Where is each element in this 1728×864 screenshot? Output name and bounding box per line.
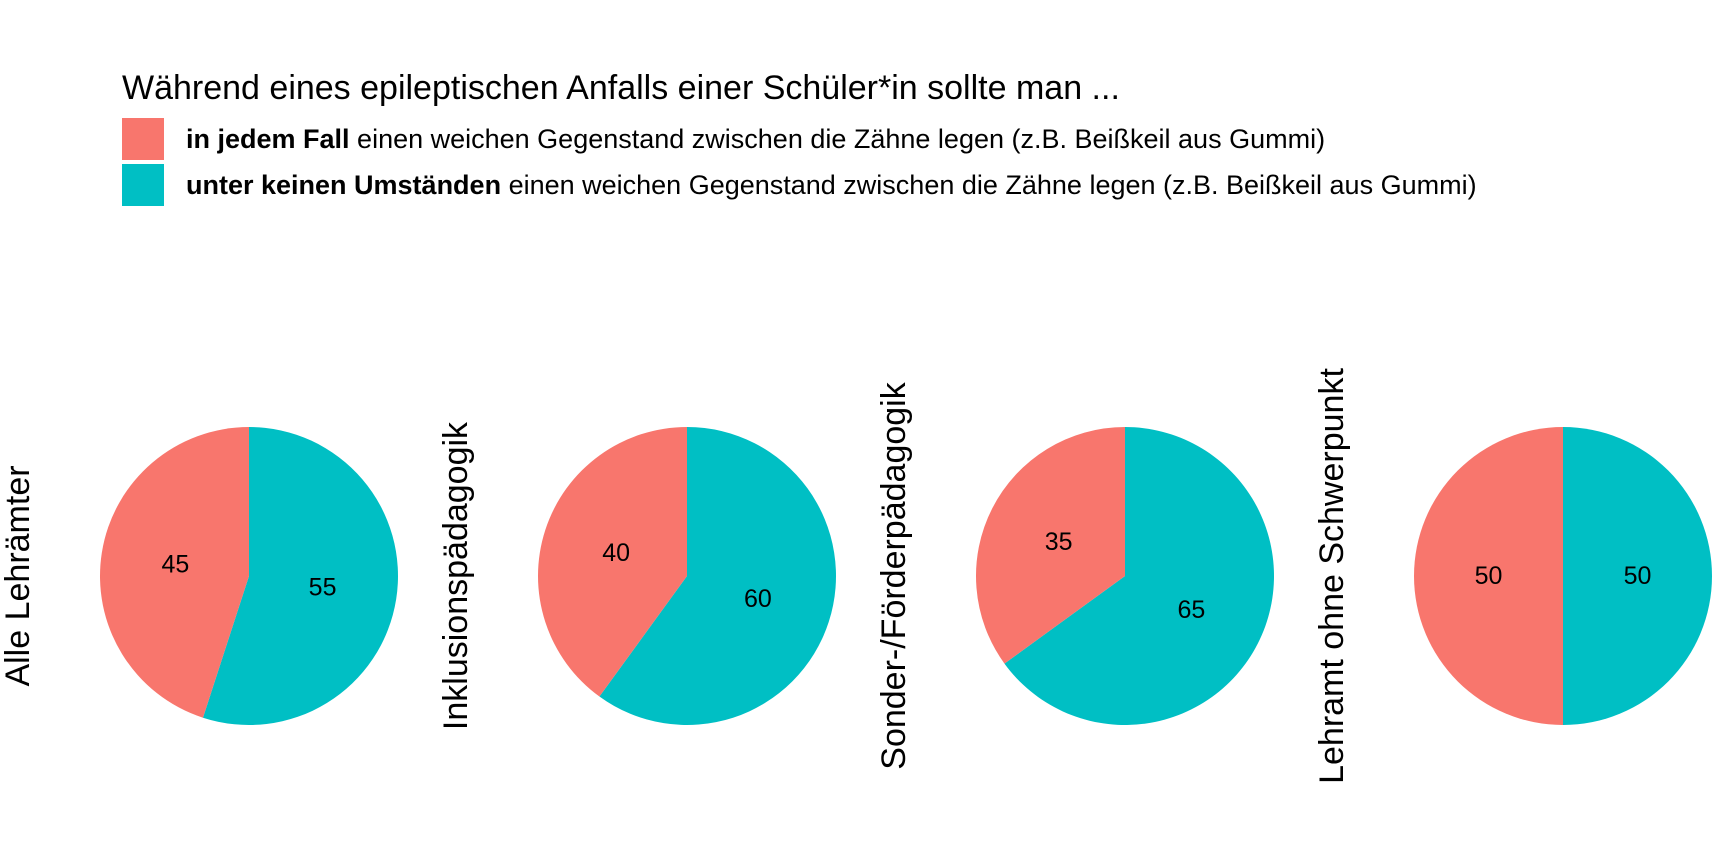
- pie-group-label: Inklusionspädagogik: [437, 421, 475, 730]
- pie-slice-unter-keinen-umstaenden: [202, 427, 398, 725]
- legend-item-bold: unter keinen Umständen: [186, 169, 502, 200]
- pie-value-label-unter-keinen-umstaenden: 60: [744, 585, 772, 613]
- pie-slice-unter-keinen-umstaenden: [1004, 427, 1275, 726]
- pie-value-label-in-jedem-fall: 35: [1045, 528, 1073, 556]
- pie-group-label: Lehramt ohne Schwerpunkt: [1313, 368, 1351, 784]
- pie-slice-unter-keinen-umstaenden: [599, 427, 836, 725]
- pie-slice-in-jedem-fall: [1414, 427, 1563, 725]
- legend-item-unter-keinen-umstaenden: unter keinen Umständen einen weichen Geg…: [122, 162, 1477, 208]
- legend-item-label: einen weichen Gegenstand zwischen die Zä…: [501, 169, 1477, 200]
- legend: Während eines epileptischen Anfalls eine…: [122, 68, 1477, 208]
- legend-item-label: einen weichen Gegenstand zwischen die Zä…: [349, 123, 1326, 154]
- pie-group-label: Sonder-/Förderpädagogik: [875, 381, 913, 769]
- pie-slice-in-jedem-fall: [100, 427, 249, 718]
- legend-item-bold: in jedem Fall: [186, 123, 350, 154]
- pie-slice-in-jedem-fall: [976, 427, 1125, 664]
- pie-value-label-in-jedem-fall: 50: [1475, 562, 1503, 590]
- pie-2: 40 60 Inklusionspädagogik: [437, 421, 836, 730]
- legend-swatch: [122, 118, 164, 160]
- legend-item-in-jedem-fall: in jedem Fall einen weichen Gegenstand z…: [122, 116, 1477, 162]
- pie-group-label: Alle Lehrämter: [0, 465, 37, 686]
- pie-slice-unter-keinen-umstaenden: [1563, 427, 1712, 725]
- legend-title: Während eines epileptischen Anfalls eine…: [122, 69, 1120, 107]
- pie-1: 45 55 Alle Lehrämter: [0, 427, 398, 725]
- pie-value-label-unter-keinen-umstaenden: 50: [1624, 562, 1652, 590]
- pie-value-label-unter-keinen-umstaenden: 55: [309, 574, 337, 602]
- pie-value-label-unter-keinen-umstaenden: 65: [1177, 596, 1205, 624]
- pie-value-label-in-jedem-fall: 45: [162, 550, 190, 578]
- pie-4: 50 50 Lehramt ohne Schwerpunkt: [1313, 368, 1712, 784]
- pie-value-label-in-jedem-fall: 40: [602, 539, 630, 567]
- pie-slice-in-jedem-fall: [538, 427, 687, 697]
- legend-swatch: [122, 164, 164, 206]
- pie-3: 35 65 Sonder-/Förderpädagogik: [875, 381, 1275, 770]
